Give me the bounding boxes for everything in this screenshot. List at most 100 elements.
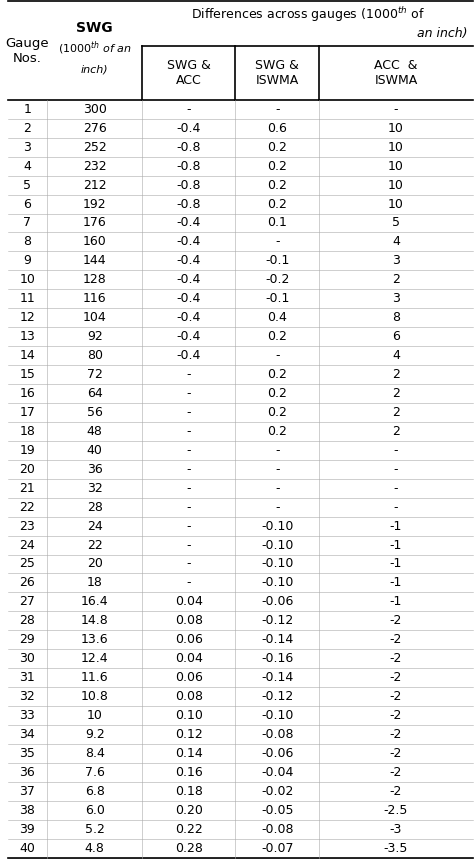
Text: 29: 29: [19, 633, 35, 646]
Text: -: -: [187, 103, 191, 116]
Text: 7.6: 7.6: [85, 766, 105, 779]
Text: 13.6: 13.6: [81, 633, 109, 646]
Text: 2: 2: [392, 406, 400, 419]
Text: -: -: [187, 520, 191, 533]
Text: 6.0: 6.0: [85, 804, 105, 817]
Text: 5.2: 5.2: [85, 823, 105, 836]
Text: -0.8: -0.8: [177, 160, 201, 173]
Text: SWG &
ISWMA: SWG & ISWMA: [255, 58, 299, 87]
Text: 33: 33: [19, 709, 35, 722]
Text: 0.14: 0.14: [175, 747, 203, 760]
Text: 20: 20: [87, 557, 103, 570]
Text: 6.8: 6.8: [85, 785, 105, 798]
Text: 21: 21: [19, 482, 35, 495]
Text: 32: 32: [19, 690, 35, 703]
Text: 27: 27: [19, 595, 35, 608]
Text: -: -: [187, 444, 191, 457]
Text: -0.12: -0.12: [261, 614, 293, 627]
Text: -1: -1: [390, 557, 402, 570]
Text: 2: 2: [392, 273, 400, 286]
Text: 0.12: 0.12: [175, 728, 203, 741]
Text: 11.6: 11.6: [81, 671, 109, 684]
Text: -2: -2: [390, 785, 402, 798]
Text: 30: 30: [19, 652, 35, 665]
Text: 0.04: 0.04: [175, 595, 203, 608]
Text: -: -: [187, 557, 191, 570]
Text: 26: 26: [19, 576, 35, 589]
Text: -2: -2: [390, 690, 402, 703]
Text: -: -: [393, 463, 398, 476]
Text: 17: 17: [19, 406, 35, 419]
Text: -0.06: -0.06: [261, 747, 293, 760]
Text: 72: 72: [87, 368, 103, 381]
Text: -2: -2: [390, 633, 402, 646]
Text: 0.2: 0.2: [267, 368, 287, 381]
Text: 0.2: 0.2: [267, 160, 287, 173]
Text: 10: 10: [87, 709, 103, 722]
Text: -0.07: -0.07: [261, 842, 293, 855]
Text: 144: 144: [83, 254, 107, 267]
Text: -: -: [393, 444, 398, 457]
Text: 0.4: 0.4: [267, 311, 287, 324]
Text: -: -: [275, 349, 280, 362]
Text: 0.10: 0.10: [175, 709, 203, 722]
Text: -0.10: -0.10: [261, 576, 293, 589]
Text: -0.10: -0.10: [261, 520, 293, 533]
Text: -1: -1: [390, 595, 402, 608]
Text: 10: 10: [388, 179, 404, 192]
Text: 56: 56: [87, 406, 103, 419]
Text: 0.6: 0.6: [267, 122, 287, 135]
Text: 16.4: 16.4: [81, 595, 109, 608]
Text: $(1000^{th}$ of an: $(1000^{th}$ of an: [58, 40, 132, 57]
Text: 0.2: 0.2: [267, 179, 287, 192]
Text: 8: 8: [392, 311, 400, 324]
Text: inch): inch): [81, 64, 109, 75]
Text: 160: 160: [83, 235, 107, 248]
Text: 10: 10: [388, 122, 404, 135]
Text: -0.12: -0.12: [261, 690, 293, 703]
Text: -0.8: -0.8: [177, 179, 201, 192]
Text: 32: 32: [87, 482, 103, 495]
Text: -0.4: -0.4: [177, 330, 201, 343]
Text: -0.4: -0.4: [177, 311, 201, 324]
Text: 104: 104: [83, 311, 107, 324]
Text: -: -: [187, 501, 191, 514]
Text: -: -: [393, 482, 398, 495]
Text: SWG &
ACC: SWG & ACC: [167, 58, 211, 87]
Text: -0.04: -0.04: [261, 766, 293, 779]
Text: 0.18: 0.18: [175, 785, 203, 798]
Text: -2: -2: [390, 709, 402, 722]
Text: 14: 14: [19, 349, 35, 362]
Text: -: -: [187, 539, 191, 551]
Text: -2: -2: [390, 614, 402, 627]
Text: 8.4: 8.4: [85, 747, 105, 760]
Text: 128: 128: [83, 273, 107, 286]
Text: 14.8: 14.8: [81, 614, 109, 627]
Text: 0.08: 0.08: [175, 614, 203, 627]
Text: 48: 48: [87, 425, 103, 438]
Text: -0.4: -0.4: [177, 216, 201, 229]
Text: 0.06: 0.06: [175, 671, 203, 684]
Text: 40: 40: [87, 444, 103, 457]
Text: 116: 116: [83, 292, 107, 305]
Text: 2: 2: [392, 387, 400, 400]
Text: 0.2: 0.2: [267, 198, 287, 210]
Text: 4: 4: [23, 160, 31, 173]
Text: 22: 22: [19, 501, 35, 514]
Text: 0.2: 0.2: [267, 425, 287, 438]
Text: -2: -2: [390, 671, 402, 684]
Text: 16: 16: [19, 387, 35, 400]
Text: 5: 5: [23, 179, 31, 192]
Text: -: -: [275, 103, 280, 116]
Text: 300: 300: [83, 103, 107, 116]
Text: -0.16: -0.16: [261, 652, 293, 665]
Text: 38: 38: [19, 804, 35, 817]
Text: -2: -2: [390, 747, 402, 760]
Text: 0.16: 0.16: [175, 766, 203, 779]
Text: 0.04: 0.04: [175, 652, 203, 665]
Text: -: -: [187, 368, 191, 381]
Text: 22: 22: [87, 539, 103, 551]
Text: -0.4: -0.4: [177, 273, 201, 286]
Text: 28: 28: [87, 501, 103, 514]
Text: 36: 36: [19, 766, 35, 779]
